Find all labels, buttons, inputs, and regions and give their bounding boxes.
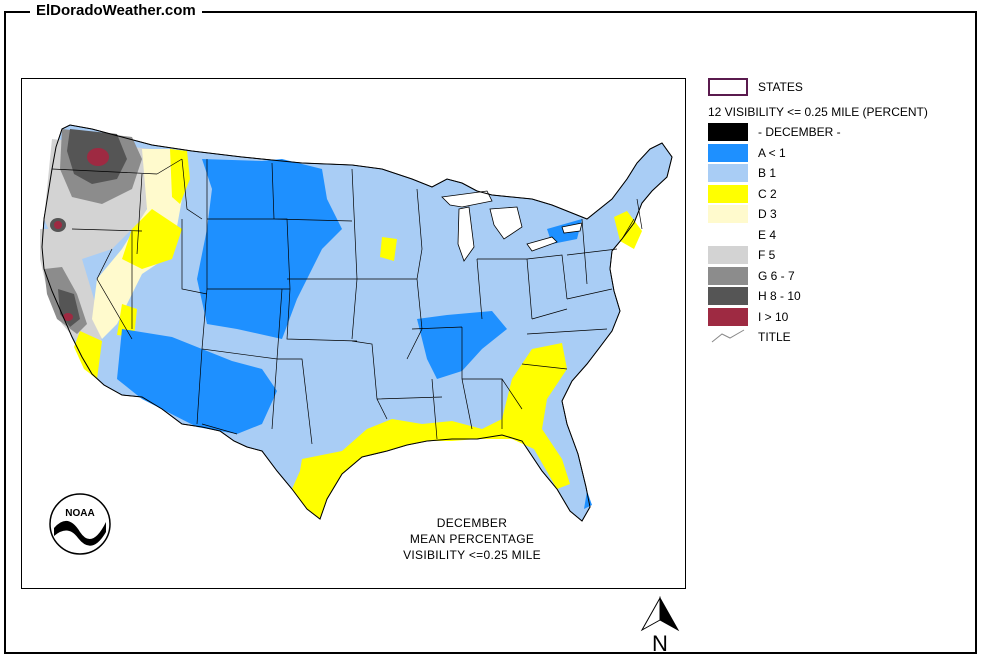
legend-swatch [708,266,748,285]
line-symbol-icon [708,328,748,346]
legend-item: A < 1 [708,143,786,162]
north-arrow: N [636,596,684,661]
legend-item: - DECEMBER - [708,123,841,141]
legend-swatch [708,143,748,162]
legend-item: F 5 [708,246,775,264]
us-map [40,124,673,522]
outer-frame [4,11,977,654]
legend-item: E 4 [708,225,777,244]
legend-item: H 8 - 10 [708,287,801,305]
legend-item-label: D 3 [758,207,777,221]
legend-swatch [708,225,748,244]
legend-item-label: - DECEMBER - [758,125,841,139]
map-panel: NOAA DECEMBER MEAN PERCENTAGE VISIBILITY… [21,78,686,589]
legend-item-label: A < 1 [758,145,786,160]
legend-item-label: F 5 [758,248,776,262]
legend-item-label: I > 10 [758,309,789,324]
legend-item-label: B 1 [758,166,777,180]
noaa-logo: NOAA [48,492,112,561]
legend-states-row: STATES [708,78,803,96]
legend-line-label: TITLE [758,330,791,344]
legend-swatch [708,307,748,326]
legend-swatch [708,287,748,305]
legend-swatch [708,164,748,182]
north-label: N [652,631,668,656]
legend-item: C 2 [708,184,777,203]
caption-line-2: MEAN PERCENTAGE [409,532,535,546]
legend-item: G 6 - 7 [708,266,795,285]
legend-item-label: H 8 - 10 [758,289,801,303]
caption-line-1: DECEMBER [436,516,508,530]
legend-title-row: TITLE [708,328,791,346]
caption-line-3: VISIBILITY <=0.25 MILE [403,548,541,562]
states-outline-swatch [708,78,748,96]
legend-item: D 3 [708,205,777,223]
noaa-logo-text: NOAA [65,508,94,519]
site-title: ElDoradoWeather.com [30,2,202,20]
legend-swatch [708,184,748,203]
legend-states-label: STATES [758,80,803,94]
legend-item: B 1 [708,164,776,182]
map-caption: DECEMBER MEAN PERCENTAGE VISIBILITY <=0.… [382,515,562,563]
legend-swatch [708,123,748,141]
legend-item-label: G 6 - 7 [758,268,795,283]
legend-title: 12 VISIBILITY <= 0.25 MILE (PERCENT) [708,105,928,119]
legend-swatch [708,246,748,264]
legend-item: I > 10 [708,307,789,326]
legend-swatch [708,205,748,223]
legend-item-label: E 4 [758,227,777,242]
legend-item-label: C 2 [758,186,777,201]
